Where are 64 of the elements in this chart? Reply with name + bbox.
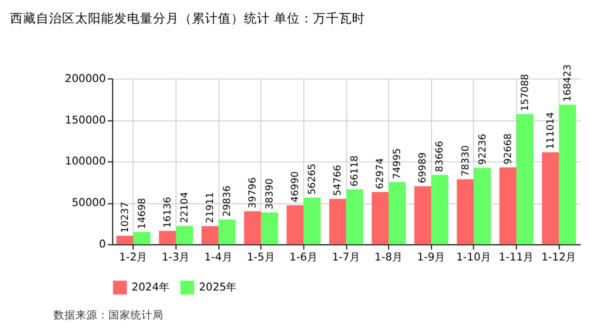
bar [158, 230, 176, 244]
chart-title: 西藏自治区太阳能发电量分月（累计值）统计 单位：万千瓦时 [10, 10, 365, 26]
data-label: 92236 [477, 134, 488, 165]
x-tick-label: 1-5月 [246, 250, 276, 264]
x-tick-label: 1-2月 [119, 250, 148, 264]
data-label: 69989 [418, 152, 429, 184]
bar [176, 226, 193, 244]
bar [474, 168, 491, 244]
y-tick-label: 100000 [64, 154, 106, 168]
bar [414, 186, 432, 244]
bar [261, 212, 278, 244]
bar [133, 232, 150, 244]
data-label: 16136 [162, 196, 174, 228]
data-label: 83666 [434, 140, 446, 172]
bar [218, 219, 236, 244]
y-tick-label: 200000 [64, 72, 106, 85]
data-label: 78330 [460, 145, 472, 176]
data-label: 29836 [222, 186, 233, 217]
data-label: 111014 [545, 112, 556, 150]
x-tick-label: 1-11月 [498, 250, 534, 264]
bar [558, 104, 576, 244]
data-label: 157088 [520, 74, 531, 112]
data-label: 14698 [136, 198, 148, 230]
bar [388, 182, 406, 244]
bar [202, 226, 219, 244]
legend-label: 2024年 [132, 280, 170, 294]
x-tick-label: 1-12月 [541, 250, 577, 264]
data-label: 56265 [307, 164, 318, 195]
data-label: 21911 [204, 192, 216, 224]
bar [329, 198, 346, 244]
data-label: 22104 [179, 192, 190, 223]
bar [116, 236, 134, 244]
x-tick-label: 1-6月 [289, 250, 318, 264]
bar [516, 114, 534, 244]
bar [456, 179, 474, 244]
y-tick-label: 50000 [72, 196, 106, 210]
bar [431, 174, 448, 244]
data-label: 38390 [264, 178, 276, 210]
x-tick-label: 1-9月 [417, 250, 446, 264]
data-label: 39796 [248, 177, 259, 208]
data-label: 54766 [332, 164, 344, 196]
bar [244, 211, 262, 244]
data-label: 62974 [375, 158, 386, 190]
bar [304, 198, 321, 244]
y-tick-label: 0 [98, 238, 106, 251]
bar [346, 189, 364, 244]
x-tick-label: 1-4月 [204, 250, 233, 264]
bar [372, 192, 389, 244]
legend-label: 2025年 [198, 280, 238, 294]
x-tick-label: 1-8月 [374, 250, 404, 264]
data-label: 168423 [562, 64, 574, 102]
source-note: 数据来源：国家统计局 [54, 308, 164, 322]
x-tick-label: 1-3月 [162, 250, 190, 264]
x-tick-label: 1-10月 [456, 250, 492, 264]
data-label: 74995 [392, 148, 404, 180]
data-label: 10237 [120, 202, 131, 233]
bar [499, 167, 516, 244]
data-label: 46990 [290, 171, 302, 202]
data-label: 92668 [502, 133, 514, 164]
data-label: 66118 [350, 155, 361, 186]
bar [542, 152, 559, 244]
bar [286, 205, 304, 244]
x-tick-label: 1-7月 [332, 250, 360, 264]
y-tick-label: 150000 [64, 113, 106, 126]
